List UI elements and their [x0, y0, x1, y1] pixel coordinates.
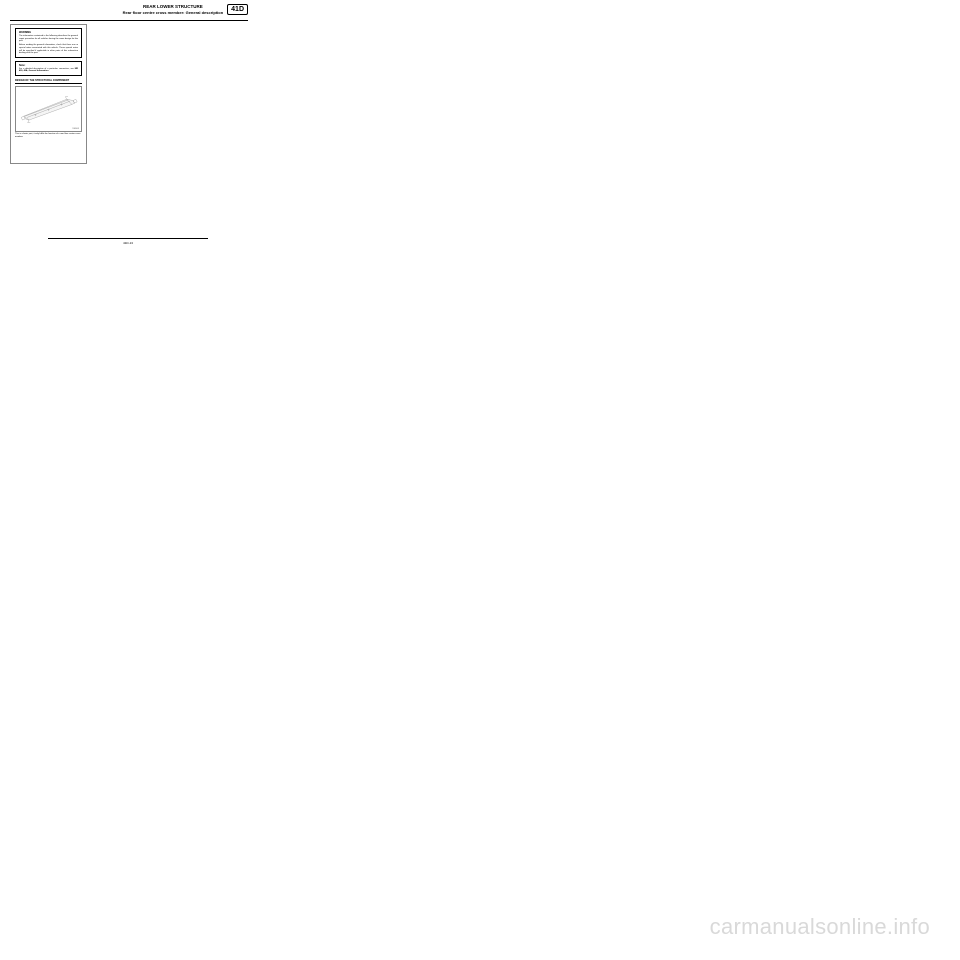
warning-p1: The information contained in the followi… — [19, 35, 78, 43]
header-rule — [10, 20, 248, 21]
warning-body: The information contained in the followi… — [19, 35, 78, 55]
figure-container: 130905 — [15, 86, 82, 132]
section-code-badge: 41D — [227, 4, 248, 15]
note-body: For a detailed description of a particul… — [19, 68, 78, 73]
figure-id: 130905 — [72, 128, 79, 130]
figure-caption: This is a basic part, it only fulfils th… — [15, 133, 82, 138]
warning-p2: Before reading the general information, … — [19, 44, 78, 54]
header-text-block: REAR LOWER STRUCTURE Rear floor centre c… — [123, 4, 223, 15]
design-heading: DESIGN OF THE STRUCTURAL COMPONENT — [15, 79, 82, 82]
warning-title: WARNING — [19, 31, 78, 34]
header-subtitle: Rear floor centre cross member: General … — [123, 10, 223, 15]
warning-box: WARNING The information contained in the… — [15, 28, 82, 58]
note-box: Note: For a detailed description of a pa… — [15, 61, 82, 76]
note-title: Note: — [19, 64, 78, 67]
page-number: 41D-13 — [48, 241, 208, 245]
footer-rule — [48, 238, 208, 239]
cross-member-diagram — [16, 87, 81, 131]
watermark: carmanualsonline.info — [710, 914, 930, 940]
content-frame: WARNING The information contained in the… — [10, 24, 87, 164]
heading-rule — [15, 83, 82, 84]
page-header: REAR LOWER STRUCTURE Rear floor centre c… — [10, 4, 248, 20]
